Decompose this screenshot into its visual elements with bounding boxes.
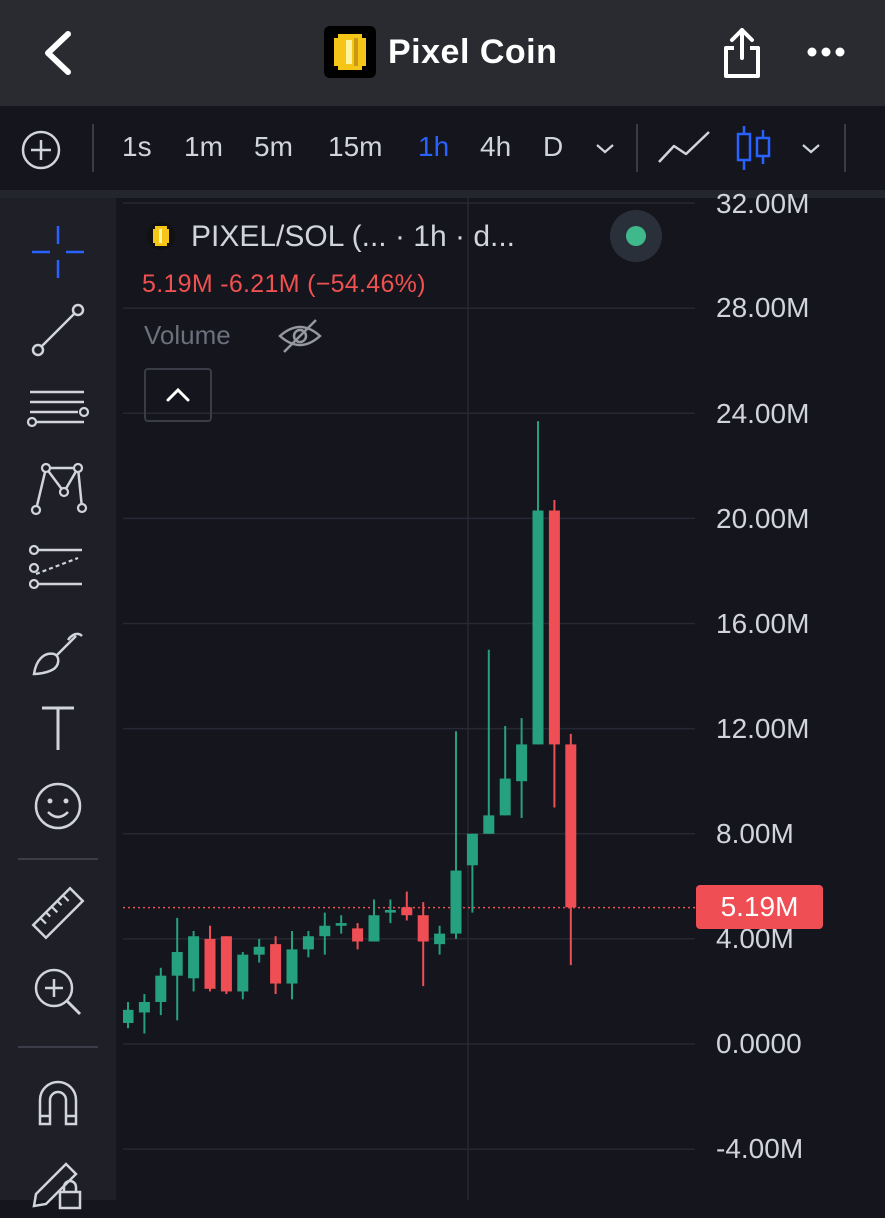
candle-body[interactable] [434,933,446,945]
y-axis-label: 20.00M [716,503,810,534]
drawing-tools-sidebar [0,198,116,1210]
candle-body[interactable] [450,870,462,934]
candle-body[interactable] [138,1001,150,1013]
candle-body[interactable] [188,936,200,979]
ruler-icon[interactable] [22,878,94,950]
y-axis-label: 8.00M [716,818,794,849]
timeframe-5m[interactable]: 5m [254,131,293,162]
candle-body[interactable] [548,510,560,745]
candle-body[interactable] [171,952,183,976]
chevron-down-icon[interactable] [592,138,618,158]
candle-body[interactable] [237,954,249,992]
candle-body[interactable] [270,944,282,984]
lock-drawing-icon[interactable] [22,1146,94,1218]
candle-body[interactable] [253,946,265,955]
candle-body[interactable] [123,1009,134,1023]
more-icon[interactable] [806,40,846,64]
toolbar-divider [844,124,846,172]
candle-body[interactable] [401,907,413,916]
candle-body[interactable] [466,833,478,866]
candle-body[interactable] [368,915,380,942]
crosshair-icon[interactable] [22,216,94,288]
sidebar-divider [18,858,98,860]
candlestick-icon[interactable] [734,124,774,172]
timeframe-1h[interactable]: 1h [418,131,450,162]
toolbar-divider [92,124,94,172]
chevron-down-icon[interactable] [798,138,824,158]
eye-off-icon[interactable] [276,316,324,356]
collapse-legend-button[interactable] [144,368,212,422]
candle-body[interactable] [319,925,331,937]
chart-panel[interactable] [123,198,885,1200]
brush-icon[interactable] [22,614,94,686]
add-indicator-icon[interactable] [20,129,62,171]
y-axis-label: 16.00M [716,608,810,639]
candle-body[interactable] [352,928,364,942]
chevron-up-icon [166,387,190,402]
timeframe-1m[interactable]: 1m [184,131,223,162]
prediction-icon[interactable] [22,532,94,604]
zoom-in-icon[interactable] [22,956,94,1028]
volume-indicator-label[interactable]: Volume [144,320,231,350]
fib-retracement-icon[interactable] [22,374,94,446]
timeframe-15m[interactable]: 15m [328,131,383,162]
candle-body[interactable] [384,909,396,913]
candle-body[interactable] [220,936,232,992]
candle-body[interactable] [417,915,429,942]
trend-line-icon[interactable] [22,294,94,366]
timeframe-d[interactable]: D [543,131,564,162]
price-chart[interactable] [123,198,885,1200]
line-chart-icon[interactable] [656,128,712,168]
market-status-dot [626,226,646,246]
pixel-coin-logo-icon [324,26,376,78]
emoji-icon[interactable] [22,770,94,842]
candle-body[interactable] [516,744,528,782]
candle-body[interactable] [483,815,495,834]
y-axis-label: -4.00M [716,1133,804,1164]
candle-body[interactable] [565,744,577,908]
toolbar-divider [636,124,638,172]
current-price-label: 5.19M [696,885,823,929]
pattern-icon[interactable] [22,452,94,524]
price-change-readout: 5.19M -6.21M (−54.46%) [142,270,426,298]
timeframe-1s[interactable]: 1s [122,131,152,162]
share-icon[interactable] [720,26,764,80]
y-axis-label: 28.00M [716,292,810,323]
candle-body[interactable] [155,975,167,1002]
candle-body[interactable] [499,778,511,816]
text-tool-icon[interactable] [22,692,94,764]
y-axis-label: 0.0000 [716,1028,802,1059]
candle-body[interactable] [335,923,347,926]
page-title: Pixel Coin [388,33,558,71]
toolbar-divider-bar [0,190,885,198]
app-header [0,0,885,106]
sidebar-divider [18,1046,98,1048]
y-axis-label: 24.00M [716,398,810,429]
symbol-legend[interactable]: PIXEL/SOL (... · 1h · d... [191,220,516,253]
y-axis-label: 32.00M [716,188,810,219]
candle-body[interactable] [532,510,544,745]
magnet-icon[interactable] [22,1066,94,1138]
y-axis-label: 12.00M [716,713,810,744]
candle-body[interactable] [302,936,314,950]
back-arrow-icon[interactable] [40,30,80,76]
candle-body[interactable] [204,938,216,989]
timeframe-4h[interactable]: 4h [480,131,512,162]
pixel-coin-logo-icon [147,222,175,250]
candle-body[interactable] [286,949,298,984]
